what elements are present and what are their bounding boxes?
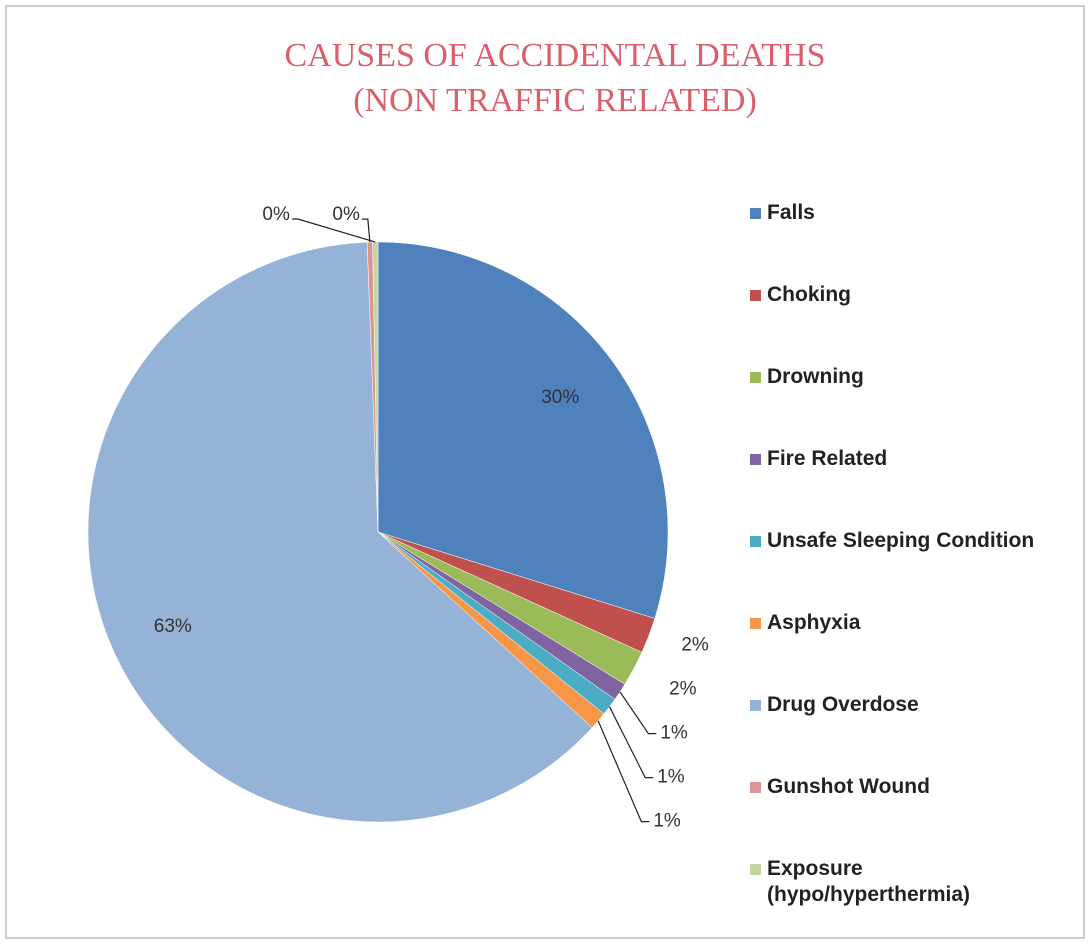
data-label: 1% [657, 767, 685, 788]
legend-swatch [750, 782, 761, 793]
legend-label: Drowning [767, 365, 864, 388]
legend-swatch [750, 864, 761, 875]
legend-label: Fire Related [767, 447, 888, 470]
legend-swatch [750, 290, 761, 301]
chart-title: CAUSES OF ACCIDENTAL DEATHS [284, 37, 825, 74]
legend-item: Exposure (hypo/hyperthermia) [750, 856, 970, 908]
leader-line [619, 691, 657, 735]
legend-item: Drug Overdose [750, 692, 919, 718]
legend-label: Falls [767, 201, 815, 224]
legend-swatch [750, 700, 761, 711]
pie-slice [87, 241, 593, 823]
leader-line [291, 218, 376, 243]
legend-swatch [750, 208, 761, 219]
legend-swatch [750, 618, 761, 629]
legend-label: Exposure (hypo/hyperthermia) [767, 857, 971, 906]
data-label: 63% [154, 616, 192, 637]
legend-item: Fire Related [750, 446, 887, 472]
legend-swatch [750, 372, 761, 383]
data-label: 1% [660, 723, 688, 744]
legend-swatch [750, 536, 761, 547]
leader-line [361, 218, 371, 243]
data-label: 0% [332, 204, 360, 225]
legend-item: Gunshot Wound [750, 774, 930, 800]
leader-line [608, 706, 654, 779]
legend-item: Drowning [750, 364, 864, 390]
legend-swatch [750, 454, 761, 465]
pie-slice [377, 241, 669, 619]
data-label: 30% [541, 387, 579, 408]
legend-label: Drug Overdose [767, 693, 919, 716]
legend-label: Choking [767, 283, 851, 306]
legend-item: Choking [750, 282, 851, 308]
legend-item: Unsafe Sleeping Condition [750, 528, 1034, 554]
chart-subtitle: (NON TRAFFIC RELATED) [353, 82, 757, 119]
legend-label: Unsafe Sleeping Condition [767, 529, 1035, 552]
legend-item: Falls [750, 200, 815, 226]
frame [5, 5, 1085, 939]
data-label: 2% [681, 635, 709, 656]
legend-item: Asphyxia [750, 610, 860, 636]
pie-slice [372, 241, 379, 533]
leader-line [597, 720, 650, 823]
legend-label: Gunshot Wound [767, 775, 930, 798]
legend-label: Asphyxia [767, 611, 861, 634]
data-label: 1% [653, 811, 681, 832]
data-label: 2% [669, 679, 697, 700]
data-label: 0% [262, 204, 290, 225]
